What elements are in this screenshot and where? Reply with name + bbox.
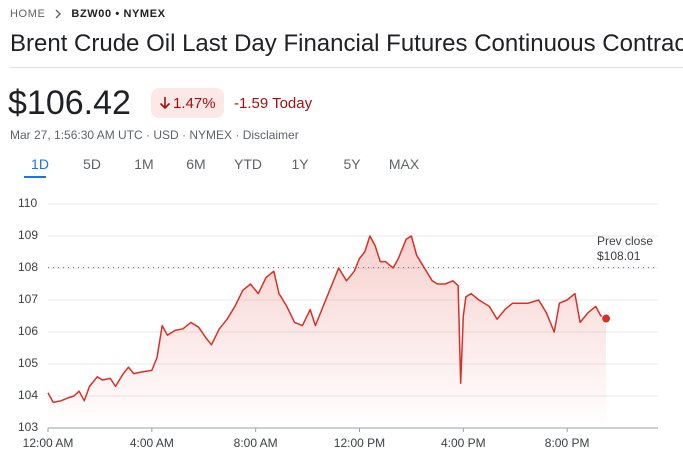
x-tick-label: 12:00 PM [334,436,385,450]
quote-info: Mar 27, 1:56:30 AM UTC · USD · NYMEX · D… [10,128,299,142]
page-title: Brent Crude Oil Last Day Financial Futur… [10,30,683,57]
range-tab[interactable]: 6M [186,156,206,172]
x-tick-label: 4:00 PM [441,436,486,450]
down-arrow-icon [159,97,171,110]
range-tab[interactable]: 5D [83,156,101,172]
range-tab[interactable]: 1D [14,156,66,178]
area [48,236,607,428]
range-tab[interactable]: 5Y [343,156,361,172]
range-tab[interactable]: YTD [234,156,262,172]
x-tick-label: 12:00 AM [23,436,74,450]
range-tab[interactable]: MAX [388,156,420,172]
chart: 103 104 105 106 107 108 109 110 12:00 AM 4:00 AM 8… [18,196,658,450]
y-tick-label: 106 [18,324,38,338]
y-tick-label: 110 [18,196,37,210]
divider [10,67,683,68]
y-tick-label: 108 [18,260,38,274]
price: $106.42 [8,84,131,122]
chevron-icon [55,9,62,19]
last-point [601,313,612,324]
x-tick-label: 8:00 PM [545,436,590,450]
breadcrumb: HOME BZW00 • NYMEX [10,8,166,20]
prev-close-value: $108.01 [597,249,641,263]
range-tab[interactable]: 1Y [291,156,309,172]
range-tab[interactable]: 1M [134,156,154,172]
y-tick-label: 104 [18,388,38,402]
y-tick-label: 103 [18,420,38,434]
y-tick-label: 107 [18,292,38,306]
change-today: -1.59 Today [234,95,313,112]
x-tick-label: 4:00 AM [130,436,174,450]
prev-close-label: Prev close [597,234,653,248]
price-line [47,235,607,404]
range-tabs: 1D 5D 1M 6M YTD 1Y 5Y MAX [14,156,430,178]
breadcrumb-home[interactable]: HOME [10,8,46,20]
breadcrumb-current: BZW00 • NYMEX [71,8,166,20]
y-tick-label: 105 [18,356,38,370]
x-tick-label: 8:00 AM [234,436,278,450]
y-tick-label: 109 [18,228,38,242]
change-percent: 1.47% [173,94,216,112]
change-badge: 1.47% [151,88,224,118]
